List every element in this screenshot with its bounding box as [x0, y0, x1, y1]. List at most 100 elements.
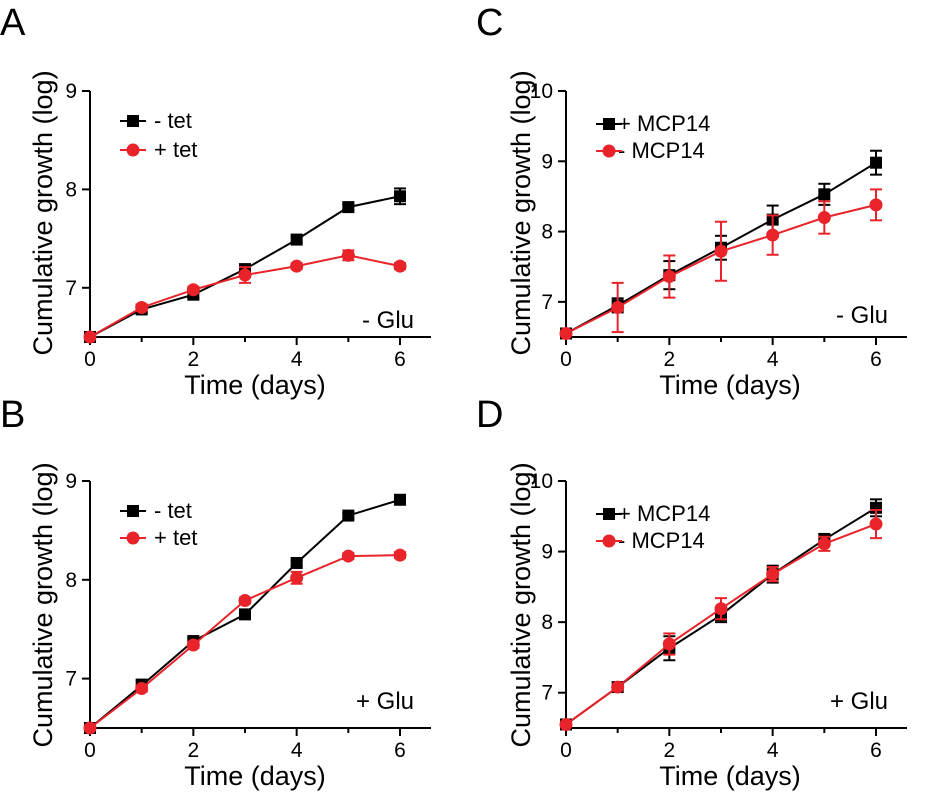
condition-annotation: + Glu	[356, 688, 414, 715]
series-red	[83, 548, 407, 735]
legend-label: - MCP14	[618, 138, 705, 163]
data-point	[559, 717, 573, 731]
legend-marker	[602, 144, 616, 158]
y-tick-label: 8	[65, 178, 77, 201]
data-point	[342, 509, 355, 522]
series-line	[89, 554, 401, 729]
series-black	[84, 187, 406, 343]
legend: - tet + tet	[154, 498, 197, 550]
y-tick-label: 8	[541, 221, 553, 244]
y-tick-label: 7	[65, 277, 77, 300]
legend-marker	[602, 534, 616, 548]
y-axis-title: Cumulative growth (log)	[28, 462, 58, 747]
legend-marker	[603, 118, 615, 130]
data-point	[290, 233, 303, 246]
y-tick-label: 7	[541, 291, 553, 314]
panel-a: A Cumulative growth (log) Time (days) - …	[0, 2, 431, 400]
x-axis-title: Time (days)	[659, 761, 801, 791]
y-tick-label: 7	[65, 668, 77, 691]
data-point	[342, 201, 355, 214]
panel-d: D Cumulative growth (log) Time (days) + …	[476, 394, 907, 791]
x-tick-label: 6	[394, 348, 406, 371]
x-tick-label: 6	[870, 739, 882, 762]
legend-label: + MCP14	[618, 111, 710, 136]
series-red	[559, 508, 883, 731]
data-point	[238, 594, 252, 608]
data-point	[290, 571, 304, 585]
data-point	[341, 549, 355, 563]
data-point	[611, 300, 625, 314]
legend-marker	[126, 531, 140, 545]
panel-letter: C	[476, 2, 503, 44]
condition-annotation: - Glu	[836, 302, 888, 329]
data-point	[290, 259, 304, 273]
y-tick-label: 9	[541, 150, 553, 173]
data-point	[817, 537, 831, 551]
legend-label: - tet	[154, 498, 192, 523]
data-point	[393, 259, 407, 273]
legend-marker	[603, 508, 615, 520]
data-point	[186, 283, 200, 297]
y-tick-label: 7	[541, 682, 553, 705]
legend-label: - tet	[154, 108, 192, 133]
panel-letter: A	[0, 2, 26, 44]
data-point	[869, 517, 883, 531]
x-tick-label: 4	[291, 739, 303, 762]
data-point	[869, 198, 883, 212]
condition-annotation: + Glu	[830, 688, 888, 715]
x-tick-label: 2	[663, 739, 675, 762]
data-point	[714, 602, 728, 616]
data-point	[766, 228, 780, 242]
y-tick-label: 9	[541, 541, 553, 564]
panel-b: B Cumulative growth (log) Time (days) - …	[0, 394, 431, 791]
x-tick-label: 2	[187, 348, 199, 371]
data-point	[870, 156, 882, 169]
data-point	[559, 326, 573, 340]
x-tick-label: 4	[767, 739, 779, 762]
legend-marker	[127, 115, 139, 127]
data-point	[662, 270, 676, 284]
legend-marker	[126, 143, 140, 157]
data-point	[239, 608, 251, 621]
data-point	[238, 268, 252, 282]
data-point	[394, 493, 406, 506]
data-point	[83, 330, 97, 344]
panel-letter: B	[0, 394, 25, 436]
x-tick-label: 0	[560, 348, 572, 371]
y-tick-label: 9	[65, 80, 77, 103]
x-tick-label: 0	[560, 739, 572, 762]
y-tick-label: 10	[530, 470, 553, 493]
data-point	[766, 567, 780, 581]
x-tick-label: 0	[84, 739, 96, 762]
legend-label: + MCP14	[618, 501, 710, 526]
data-point	[135, 300, 149, 314]
legend-marker	[127, 505, 139, 517]
x-axis-title: Time (days)	[659, 370, 801, 400]
legend: + MCP14 - MCP14	[618, 501, 710, 553]
data-point	[817, 211, 831, 225]
data-point	[83, 721, 97, 735]
legend-label: + tet	[154, 525, 197, 550]
y-axis-title: Cumulative growth (log)	[28, 70, 58, 355]
x-tick-label: 0	[84, 348, 96, 371]
data-point	[341, 248, 355, 262]
panel-letter: D	[476, 394, 503, 436]
data-point	[186, 638, 200, 652]
data-point	[818, 188, 831, 201]
data-point	[714, 244, 728, 258]
x-tick-label: 4	[291, 348, 303, 371]
legend-label: - MCP14	[618, 528, 705, 553]
y-tick-label: 8	[541, 611, 553, 634]
data-point	[290, 557, 303, 570]
y-tick-label: 9	[65, 470, 77, 493]
x-axis-title: Time (days)	[184, 761, 326, 791]
y-axis-title: Cumulative growth (log)	[506, 462, 536, 747]
x-tick-label: 4	[767, 348, 779, 371]
panel-c: C Cumulative growth (log) Time (days) + …	[476, 2, 907, 400]
data-point	[611, 680, 625, 694]
data-point	[662, 637, 676, 651]
series-red	[559, 188, 883, 340]
series-red	[83, 248, 407, 344]
legend: - tet + tet	[154, 108, 197, 162]
